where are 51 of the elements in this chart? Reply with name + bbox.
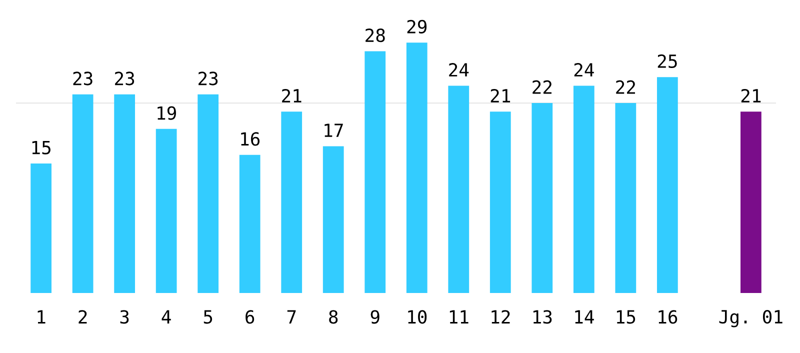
bar	[406, 42, 428, 293]
bar	[281, 112, 302, 293]
x-tick-label: 14	[575, 310, 594, 324]
data-label: 29	[407, 20, 427, 34]
data-label: 23	[198, 72, 218, 86]
x-tick-label: 12	[492, 310, 510, 324]
data-label: 24	[574, 63, 594, 76]
bar	[156, 128, 177, 293]
data-label: 19	[158, 106, 176, 120]
x-tick-label: 15	[616, 310, 636, 324]
data-label: 17	[324, 124, 343, 137]
x-tick-label: 10	[408, 310, 427, 324]
data-label: 25	[658, 54, 677, 68]
data-label: 15	[32, 140, 50, 154]
x-tick-label: 16	[658, 310, 678, 324]
data-label: 21	[282, 88, 302, 102]
bar	[364, 51, 386, 293]
data-label: 24	[449, 63, 469, 76]
x-tick-label: 9	[370, 310, 380, 324]
x-tick-label: 2	[78, 310, 87, 324]
bar	[656, 77, 678, 293]
bar	[573, 86, 594, 293]
bar	[532, 103, 553, 293]
bar	[198, 94, 219, 293]
bar	[239, 154, 260, 293]
x-tick-label: Jg. 01	[719, 310, 782, 328]
x-tick-label: 5	[204, 310, 212, 324]
x-tick-label: 8	[329, 310, 338, 324]
bar	[740, 112, 762, 293]
data-label: 23	[73, 72, 92, 86]
bar	[615, 103, 636, 293]
bar	[490, 112, 511, 293]
data-label: 22	[532, 80, 552, 94]
bar	[72, 94, 94, 293]
x-tick-label: 4	[162, 310, 171, 324]
data-label: 22	[616, 80, 636, 94]
bar	[30, 163, 52, 293]
x-tick-label: 3	[120, 310, 129, 324]
x-tick-label: 1	[38, 310, 46, 324]
bar	[114, 94, 136, 293]
x-tick-label: 6	[246, 310, 254, 324]
data-label: 23	[115, 72, 134, 86]
data-label: 21	[490, 88, 510, 102]
data-label: 21	[741, 88, 761, 102]
bar	[448, 86, 470, 293]
x-tick-label: 7	[287, 310, 296, 324]
x-tick-label: 13	[533, 310, 552, 324]
x-tick-label: 11	[450, 310, 468, 324]
data-label: 28	[366, 28, 385, 42]
bar	[322, 146, 344, 293]
data-label: 16	[241, 132, 260, 146]
